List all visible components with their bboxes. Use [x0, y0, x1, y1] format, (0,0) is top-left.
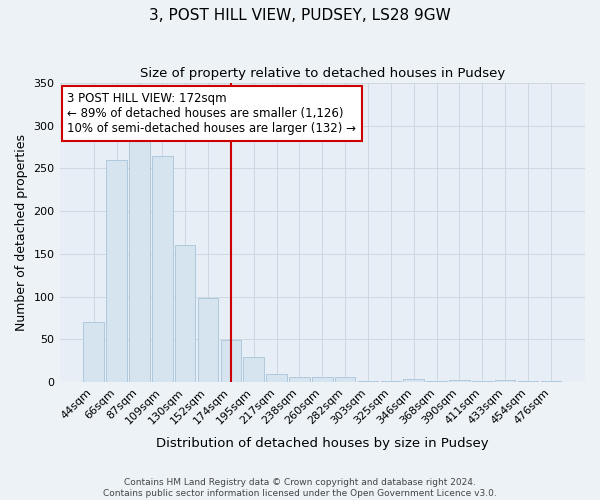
Bar: [83, 322, 104, 382]
Bar: [129, 132, 150, 382]
Y-axis label: Number of detached properties: Number of detached properties: [15, 134, 28, 331]
Bar: [244, 358, 264, 382]
Bar: [541, 381, 561, 382]
Bar: [106, 160, 127, 382]
X-axis label: Distribution of detached houses by size in Pudsey: Distribution of detached houses by size …: [156, 437, 488, 450]
Bar: [358, 381, 378, 382]
Bar: [221, 340, 241, 382]
Bar: [472, 381, 493, 382]
Title: Size of property relative to detached houses in Pudsey: Size of property relative to detached ho…: [140, 68, 505, 80]
Bar: [266, 374, 287, 382]
Bar: [289, 377, 310, 382]
Bar: [495, 380, 515, 382]
Bar: [198, 298, 218, 382]
Bar: [175, 246, 196, 382]
Bar: [335, 377, 355, 382]
Bar: [152, 156, 173, 382]
Bar: [403, 380, 424, 382]
Bar: [449, 380, 470, 382]
Text: 3, POST HILL VIEW, PUDSEY, LS28 9GW: 3, POST HILL VIEW, PUDSEY, LS28 9GW: [149, 8, 451, 22]
Bar: [312, 377, 332, 382]
Text: Contains HM Land Registry data © Crown copyright and database right 2024.
Contai: Contains HM Land Registry data © Crown c…: [103, 478, 497, 498]
Bar: [426, 381, 447, 382]
Bar: [380, 381, 401, 382]
Text: 3 POST HILL VIEW: 172sqm
← 89% of detached houses are smaller (1,126)
10% of sem: 3 POST HILL VIEW: 172sqm ← 89% of detach…: [67, 92, 356, 135]
Bar: [518, 381, 538, 382]
